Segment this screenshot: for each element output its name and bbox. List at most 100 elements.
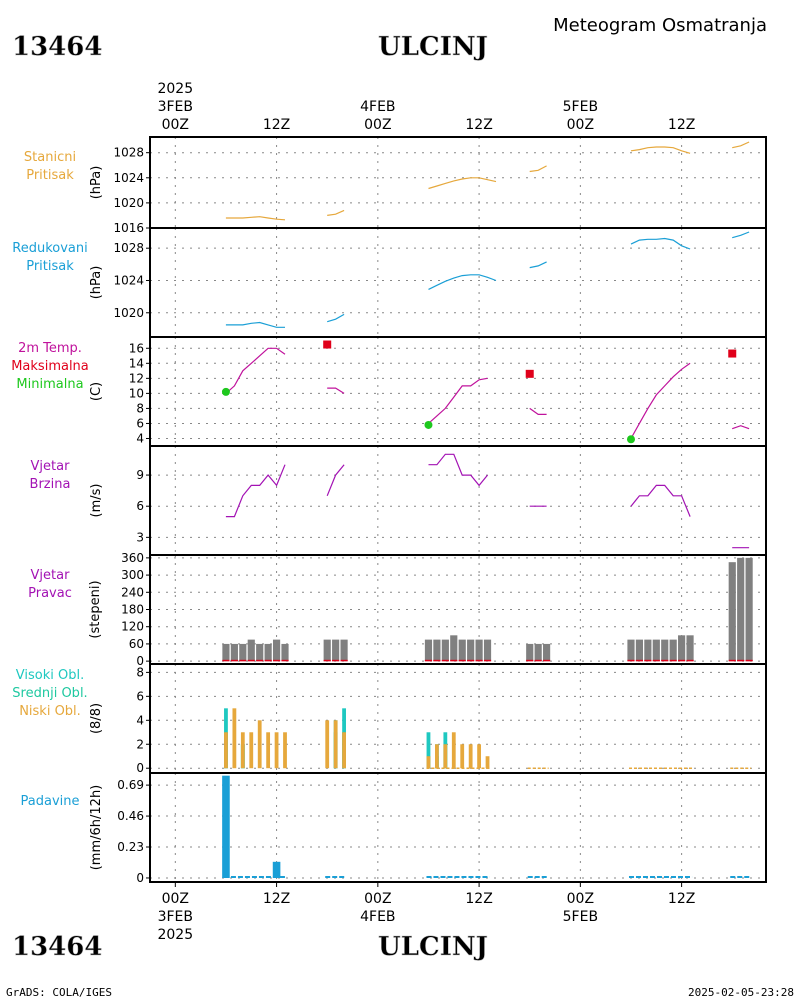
year-label-top: 2025: [157, 81, 193, 97]
wind-dir-bar: [483, 639, 492, 662]
station-name-bottom: ULCINJ: [378, 932, 488, 962]
wind-dir-bar: [652, 639, 660, 662]
panel-label: Padavine: [21, 794, 80, 809]
wind-dir-bar: [332, 639, 340, 662]
y-tick-label: 6: [136, 416, 144, 430]
wind-dir-bar: [534, 643, 542, 662]
timestamp-text: 2025-02-05-23:28: [688, 986, 794, 999]
time-tick-label-bottom: 00Z: [567, 891, 594, 907]
panel-label: Srednji Obl.: [12, 686, 87, 701]
y-axis-label: (hPa): [89, 266, 104, 300]
date-label-top: 4FEB: [360, 99, 395, 115]
cloud-bar: [257, 720, 262, 769]
wind-dir-bar: [467, 639, 475, 662]
panel-label: Niski Obl.: [19, 704, 81, 719]
wind-dir-bar: [669, 639, 677, 662]
y-axis-label: (m/s): [89, 484, 104, 518]
wind-dir-bar: [475, 639, 483, 662]
wind-dir-bar: [526, 643, 534, 662]
wind-dir-bar: [737, 557, 745, 662]
y-axis-label: (mm/6h/12h): [89, 785, 104, 871]
cloud-bar: [477, 744, 481, 769]
series-line: [732, 141, 750, 149]
cloud-bar: [224, 732, 228, 769]
series-line: [326, 464, 345, 497]
precip-bar: [222, 775, 230, 878]
y-tick-label: 0: [136, 761, 144, 775]
time-tick-label-top: 00Z: [364, 117, 391, 133]
series-line: [428, 377, 488, 424]
y-tick-label: 0: [136, 654, 144, 668]
panel-4-plot: [150, 555, 766, 664]
time-tick-label-bottom: 12Z: [465, 891, 492, 907]
wind-dir-bar: [256, 643, 264, 662]
wind-dir-bar: [441, 639, 449, 662]
panel-label: 2m Temp.: [18, 341, 82, 356]
y-tick-label: 3: [136, 530, 144, 544]
date-label-bottom: 4FEB: [360, 909, 395, 925]
y-tick-label: 9: [136, 468, 144, 482]
y-tick-label: 1016: [113, 221, 144, 235]
cloud-bar: [435, 744, 439, 769]
wind-dir-bar: [678, 635, 686, 662]
panel-frame: [149, 227, 767, 338]
cloud-bar: [249, 732, 254, 769]
station-name-top: ULCINJ: [378, 32, 488, 62]
tmin-marker: [221, 387, 230, 396]
series-line: [630, 362, 691, 439]
wind-dir-bar: [458, 639, 466, 662]
panel-6-plot: [150, 773, 766, 882]
y-tick-label: 8: [136, 401, 144, 415]
y-tick-label: 1020: [113, 196, 144, 210]
wind-dir-bar: [239, 643, 247, 662]
y-tick-label: 300: [121, 568, 144, 582]
panel-frame: [149, 445, 767, 556]
series-line: [529, 407, 547, 415]
series-line: [630, 146, 691, 154]
y-tick-label: 1028: [113, 146, 144, 160]
y-tick-label: 240: [121, 585, 144, 599]
y-axis-label: (C): [89, 382, 104, 401]
series-line: [428, 453, 488, 487]
time-tick-label-bottom: 00Z: [162, 891, 189, 907]
y-tick-label: 0: [136, 871, 144, 885]
cloud-bar: [333, 720, 338, 769]
wind-dir-bar: [247, 639, 255, 662]
time-tick-label-top: 00Z: [567, 117, 594, 133]
wind-dir-bar: [222, 643, 230, 662]
panel-label: Vjetar: [31, 459, 71, 474]
y-tick-label: 0.23: [117, 840, 144, 854]
y-tick-label: 1028: [113, 241, 144, 255]
product-title: Meteogram Osmatranja: [553, 15, 767, 36]
cloud-bar: [426, 756, 431, 769]
tmin-marker: [424, 420, 433, 429]
wind-dir-bar: [433, 639, 441, 662]
panel-label: Pravac: [28, 586, 72, 601]
wind-dir-bar: [450, 635, 458, 662]
y-tick-label: 360: [121, 551, 144, 565]
cloud-bar: [426, 732, 431, 769]
credit-text: GrADS: COLA/IGES: [6, 986, 112, 999]
cloud-bar: [468, 744, 473, 769]
cloud-bar: [485, 756, 490, 769]
tmax-marker: [525, 369, 534, 378]
y-axis-label: (8/8): [89, 703, 104, 734]
panel-3-plot: [150, 446, 766, 555]
y-axis-label: (hPa): [89, 166, 104, 200]
time-tick-label-bottom: 12Z: [263, 891, 290, 907]
cloud-bar: [443, 744, 448, 769]
wind-dir-bar: [644, 639, 652, 662]
cloud-bar: [240, 732, 245, 769]
panel-label: Visoki Obl.: [16, 668, 84, 683]
y-tick-label: 4: [136, 713, 144, 727]
y-tick-label: 1024: [113, 273, 144, 287]
y-tick-label: 16: [129, 341, 144, 355]
series-line: [630, 237, 691, 250]
series-line: [428, 274, 497, 290]
cloud-bar: [451, 732, 456, 769]
panel-label: Pritisak: [26, 168, 74, 183]
y-tick-label: 2: [136, 737, 144, 751]
y-tick-label: 1024: [113, 171, 144, 185]
wind-dir-bar: [627, 639, 635, 662]
